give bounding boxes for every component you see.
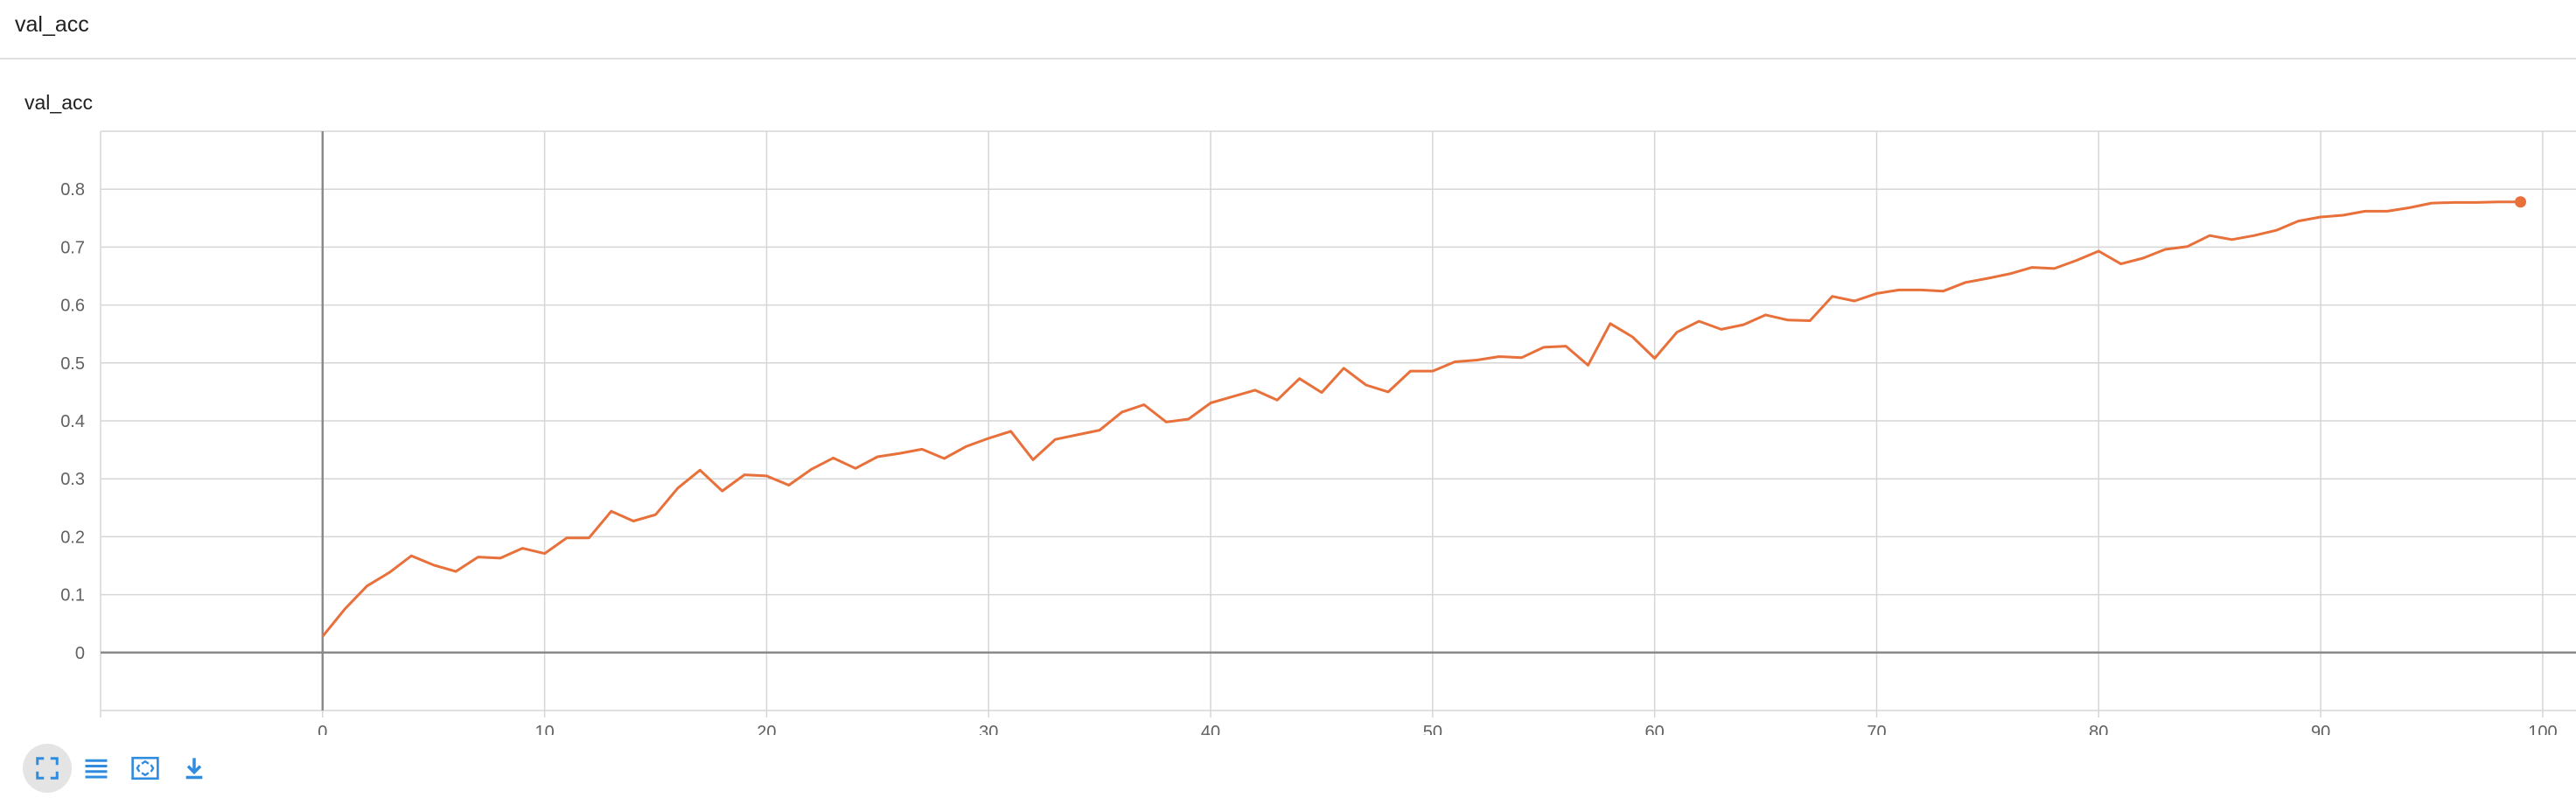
y-tick-label: 0.6 xyxy=(60,297,85,316)
y-tick-label: 0.3 xyxy=(60,470,85,489)
x-tick-label: 90 xyxy=(2311,723,2330,735)
fit-domain-icon xyxy=(130,755,160,781)
y-tick-label: 0.1 xyxy=(60,586,85,606)
x-tick-label: 0 xyxy=(318,723,327,735)
x-tick-label: 100 xyxy=(2528,723,2557,735)
y-tick-label: 0.8 xyxy=(60,180,85,200)
download-button[interactable] xyxy=(170,744,219,793)
fit-domain-button[interactable] xyxy=(121,744,170,793)
series-layer xyxy=(321,196,2527,638)
series-line xyxy=(321,200,2521,638)
section-title: val_acc xyxy=(15,12,89,37)
list-icon xyxy=(81,755,111,781)
fullscreen-button[interactable] xyxy=(23,744,72,793)
axes xyxy=(100,131,2576,718)
y-tick-label: 0 xyxy=(75,644,85,663)
x-tick-label: 40 xyxy=(1201,723,1220,735)
x-tick-label: 20 xyxy=(757,723,776,735)
tick-labels: 0 10 20 30 40 50 60 70 80 90 100 0 0.1 0.2 0.3 0.4 0.5 0.… xyxy=(60,180,2557,735)
y-tick-label: 0.5 xyxy=(60,354,85,374)
x-tick-label: 10 xyxy=(534,723,554,735)
x-tick-label: 70 xyxy=(1867,723,1886,735)
grid xyxy=(101,130,2576,710)
chart-title: val_acc xyxy=(24,91,93,114)
chart-toolbar xyxy=(23,744,219,793)
toggle-log-scale-button[interactable] xyxy=(72,744,121,793)
fullscreen-icon xyxy=(34,755,60,781)
chart[interactable]: 0 10 20 30 40 50 60 70 80 90 100 0 0.1 0.2 0.3 0.4 0.5 0.… xyxy=(0,122,2576,735)
y-tick-label: 0.7 xyxy=(60,238,85,257)
x-tick-label: 80 xyxy=(2089,723,2108,735)
x-tick-label: 30 xyxy=(979,723,998,735)
section-header: val_acc xyxy=(0,0,2576,60)
download-icon xyxy=(182,755,206,781)
y-tick-label: 0.2 xyxy=(60,528,85,547)
x-tick-label: 60 xyxy=(1645,723,1665,735)
series-end-point xyxy=(2515,196,2527,208)
y-tick-label: 0.4 xyxy=(60,412,85,431)
x-tick-label: 50 xyxy=(1423,723,1442,735)
